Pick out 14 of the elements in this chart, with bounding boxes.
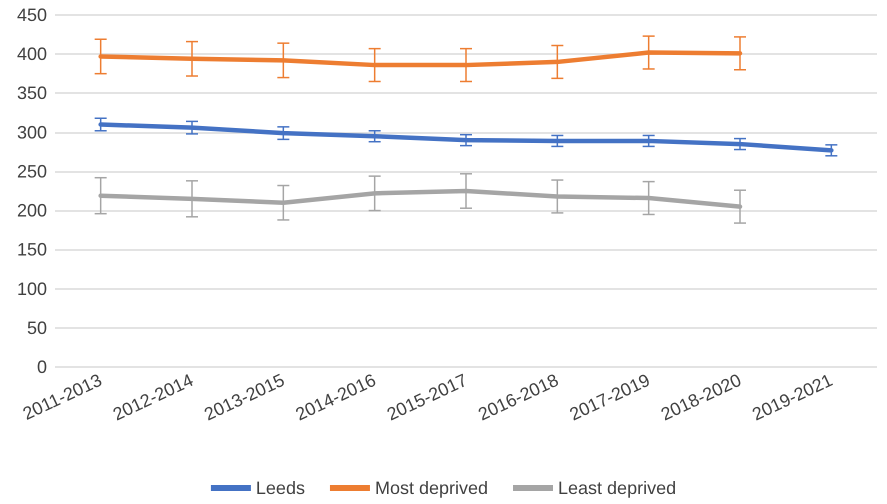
line-series [98,122,834,153]
legend-label: Least deprived [558,478,676,498]
y-tick-label: 150 [16,240,47,260]
y-tick-label: 350 [16,83,47,104]
y-tick-label: 250 [16,161,47,182]
y-tick-label: 100 [16,278,47,299]
y-tick-label: 200 [16,200,47,221]
y-tick-label: 0 [36,357,47,377]
y-tick-label: 50 [26,318,47,338]
y-tick-label: 300 [16,122,47,142]
y-tick-label: 450 [16,5,47,25]
legend-label: Leeds [256,478,305,498]
y-tick-label: 400 [16,44,47,64]
legend-label: Most deprived [374,478,488,498]
